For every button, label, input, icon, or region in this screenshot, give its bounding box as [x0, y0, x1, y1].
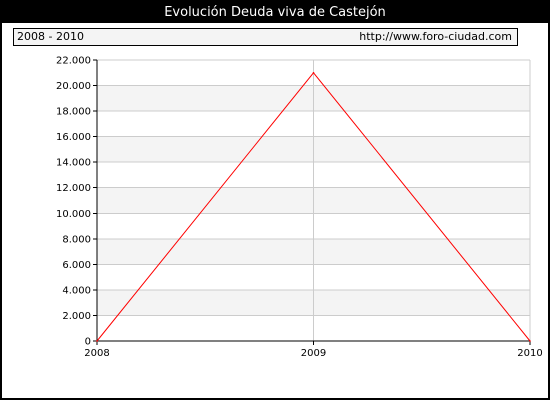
data-point [96, 340, 98, 342]
info-bar: 2008 - 2010 http://www.foro-ciudad.com [13, 28, 518, 46]
data-point [529, 340, 531, 342]
y-tick-label: 2.000 [62, 311, 91, 322]
y-tick-label: 6.000 [62, 260, 91, 271]
y-tick-label: 20.000 [56, 81, 91, 92]
data-point [312, 71, 315, 74]
y-tick-label: 22.000 [56, 56, 91, 67]
x-tick-label: 2010 [517, 348, 542, 359]
source-url[interactable]: http://www.foro-ciudad.com [359, 30, 512, 43]
chart-title: Evolución Deuda viva de Castejón [164, 5, 386, 20]
y-tick-label: 18.000 [56, 107, 91, 118]
y-tick-label: 0 [85, 337, 91, 348]
y-tick-label: 8.000 [62, 234, 91, 245]
y-tick-label: 12.000 [56, 183, 91, 194]
y-tick-label: 4.000 [62, 285, 91, 296]
period-label: 2008 - 2010 [17, 30, 84, 43]
y-tick-label: 16.000 [56, 132, 91, 143]
y-tick-label: 10.000 [56, 209, 91, 220]
x-tick-label: 2009 [301, 348, 326, 359]
y-tick-label: 14.000 [56, 158, 91, 169]
x-tick-label: 2008 [84, 348, 109, 359]
